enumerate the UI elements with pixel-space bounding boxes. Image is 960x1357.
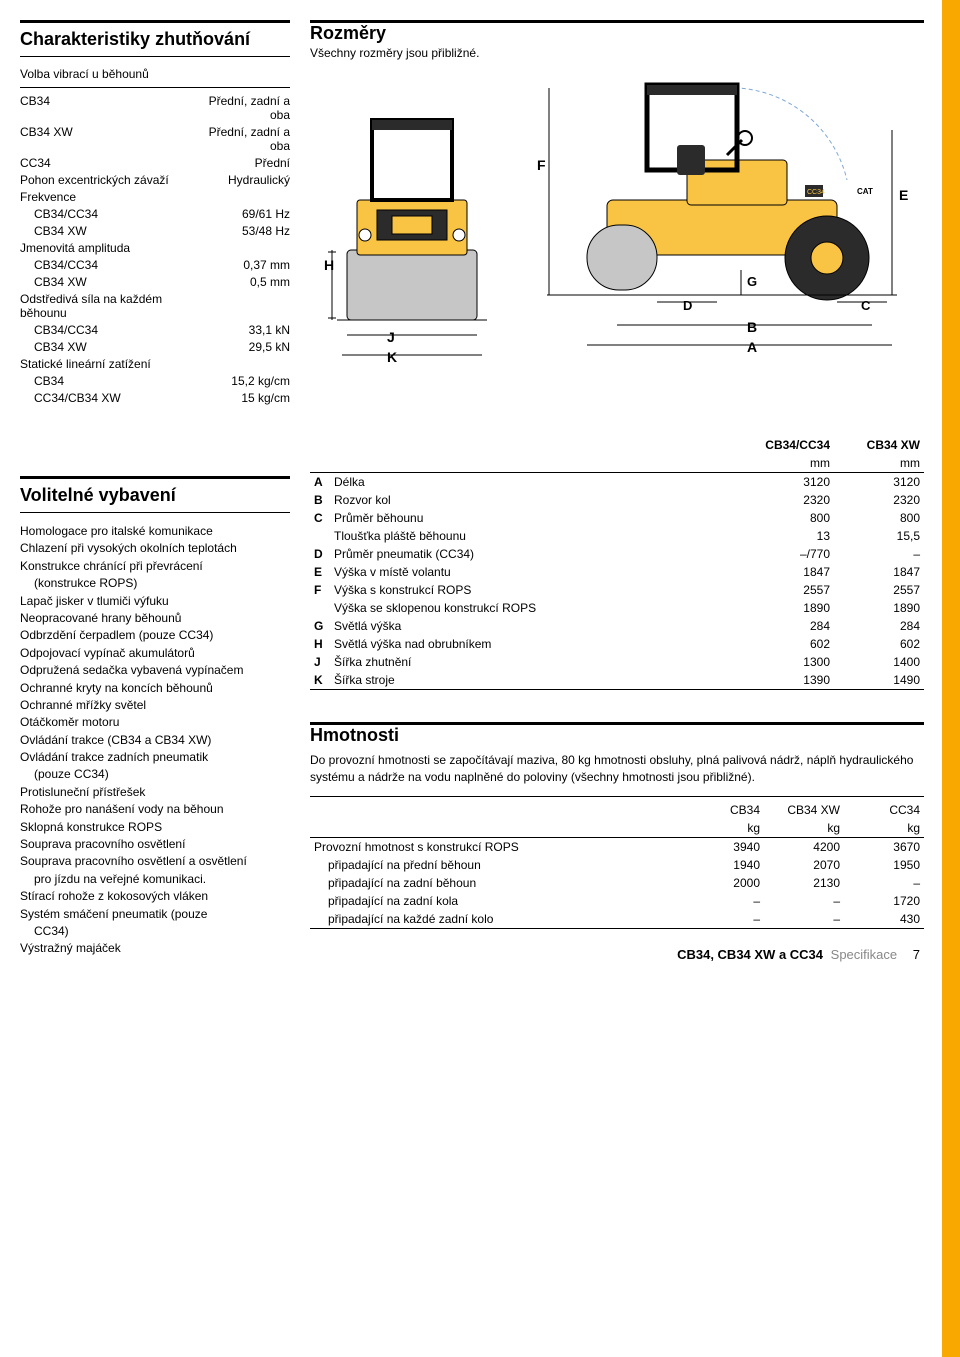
option-item: Odpojovací vypínač akumulátorů (20, 645, 290, 662)
svg-text:J: J (387, 329, 395, 345)
option-item: Chlazení při vysokých okolních teplotách (20, 540, 290, 557)
options-title: Volitelné vybavení (20, 476, 290, 506)
machine-diagram: H J K (310, 70, 924, 370)
weights-title: Hmotnosti (310, 722, 924, 746)
option-item: CC34) (20, 923, 290, 940)
data-column: CB34/CC34CB34 XWmmmmADélka31203120BRozvo… (310, 436, 924, 958)
svg-text:F: F (537, 157, 546, 173)
option-item: Otáčkoměr motoru (20, 714, 290, 731)
characteristics-column: Charakteristiky zhutňování Volba vibrací… (20, 20, 290, 406)
svg-text:B: B (747, 319, 757, 335)
option-item: (konstrukce ROPS) (20, 575, 290, 592)
option-item: Lapač jisker v tlumiči výfuku (20, 593, 290, 610)
svg-text:CAT: CAT (857, 187, 873, 196)
option-item: Ochranné mřížky světel (20, 697, 290, 714)
rule (20, 56, 290, 57)
svg-text:E: E (899, 187, 908, 203)
mid-row: Volitelné vybavení Homologace pro italsk… (20, 436, 924, 958)
option-item: Ovládání trakce zadních pneumatik (20, 749, 290, 766)
weights-intro: Do provozní hmotnosti se započítávají ma… (310, 752, 924, 786)
dimensions-table: CB34/CC34CB34 XWmmmmADélka31203120BRozvo… (310, 436, 924, 694)
svg-text:C: C (861, 298, 871, 313)
svg-text:H: H (324, 257, 334, 273)
option-item: Konstrukce chránící při převrácení (20, 558, 290, 575)
footer-spec: CB34, CB34 XW a CC34 (677, 947, 823, 962)
characteristics-title: Charakteristiky zhutňování (20, 20, 290, 50)
option-item: Neopracované hrany běhounů (20, 610, 290, 627)
characteristics-table: CB34Přední, zadní a obaCB34 XWPřední, za… (20, 92, 290, 406)
diagram-svg: H J K (310, 70, 924, 370)
svg-text:K: K (387, 349, 397, 365)
option-item: Stírací rohože z kokosových vláken (20, 888, 290, 905)
dimensions-column: Rozměry Všechny rozměry jsou přibližné. … (310, 20, 924, 406)
rule (20, 512, 290, 513)
option-item: Výstražný majáček (20, 940, 290, 957)
weights-table: CB34CB34 XWCC34kgkgkgProvozní hmotnost s… (310, 801, 924, 933)
dimensions-sub: Všechny rozměry jsou přibližné. (310, 46, 924, 60)
option-item: Systém smáčení pneumatik (pouze (20, 906, 290, 923)
option-item: Ovládání trakce (CB34 a CB34 XW) (20, 732, 290, 749)
option-item: Odbrzdění čerpadlem (pouze CC34) (20, 627, 290, 644)
rule (20, 87, 290, 88)
option-item: (pouze CC34) (20, 766, 290, 783)
option-item: Souprava pracovního osvětlení (20, 836, 290, 853)
option-item: pro jízdu na veřejné komunikaci. (20, 871, 290, 888)
dimensions-title: Rozměry (310, 20, 924, 44)
option-item: Sklopná konstrukce ROPS (20, 819, 290, 836)
footer-page: 7 (913, 947, 920, 962)
option-item: Homologace pro italské komunikace (20, 523, 290, 540)
characteristics-subtitle: Volba vibrací u běhounů (20, 67, 290, 81)
option-item: Ochranné kryty na koncích běhounů (20, 680, 290, 697)
svg-text:D: D (683, 298, 692, 313)
page: Charakteristiky zhutňování Volba vibrací… (0, 0, 960, 978)
svg-text:CC34: CC34 (807, 189, 825, 196)
option-item: Odpružená sedačka vybavená vypínačem (20, 662, 290, 679)
svg-text:G: G (747, 274, 757, 289)
options-list: Homologace pro italské komunikaceChlazen… (20, 523, 290, 958)
options-column: Volitelné vybavení Homologace pro italsk… (20, 436, 290, 958)
top-row: Charakteristiky zhutňování Volba vibrací… (20, 20, 924, 406)
footer-label: Specifikace (831, 947, 897, 962)
rule (310, 796, 924, 797)
option-item: Souprava pracovního osvětlení a osvětlen… (20, 853, 290, 870)
option-item: Rohože pro nanášení vody na běhoun (20, 801, 290, 818)
option-item: Protisluneční přístřešek (20, 784, 290, 801)
page-footer: CB34, CB34 XW a CC34 Specifikace 7 (677, 947, 920, 962)
svg-text:A: A (747, 339, 757, 355)
